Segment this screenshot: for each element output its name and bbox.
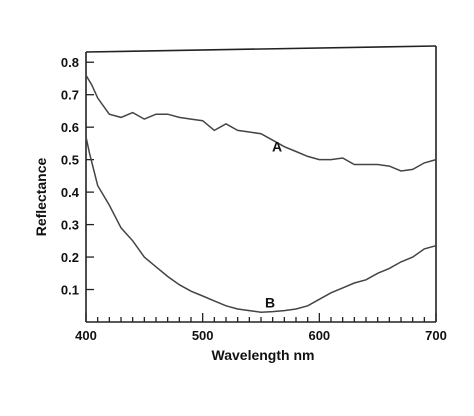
top-frame-line [85,45,437,53]
x-axis-title: Wavelength nm [212,347,315,363]
y-tick-label: 0.5 [61,153,79,168]
y-tick-label: 0.6 [61,120,79,135]
y-axis-ticks: 0.1 0.2 0.3 0.4 0.5 0.6 0.7 0.8 [61,55,94,298]
x-tick-label: 700 [425,328,447,343]
series-b-line [85,136,437,314]
plot-frame [85,45,437,323]
y-tick-label: 0.3 [61,218,79,233]
series-a-line [85,74,437,172]
series-b-label: B [265,295,275,311]
series-a-label: A [272,139,282,155]
x-tick-label: 400 [75,328,97,343]
y-tick-label: 0.7 [61,88,79,103]
x-axis-ticks: 400 500 600 700 [75,313,447,343]
y-axis-title: Reflectance [33,157,49,236]
series-labels: AB [265,139,282,311]
y-tick-label: 0.2 [61,250,79,265]
series-lines [85,74,437,314]
x-tick-label: 600 [308,328,330,343]
x-tick-label: 500 [192,328,214,343]
y-tick-label: 0.1 [61,283,79,298]
y-tick-label: 0.4 [61,185,80,200]
y-tick-label: 0.8 [61,55,79,70]
